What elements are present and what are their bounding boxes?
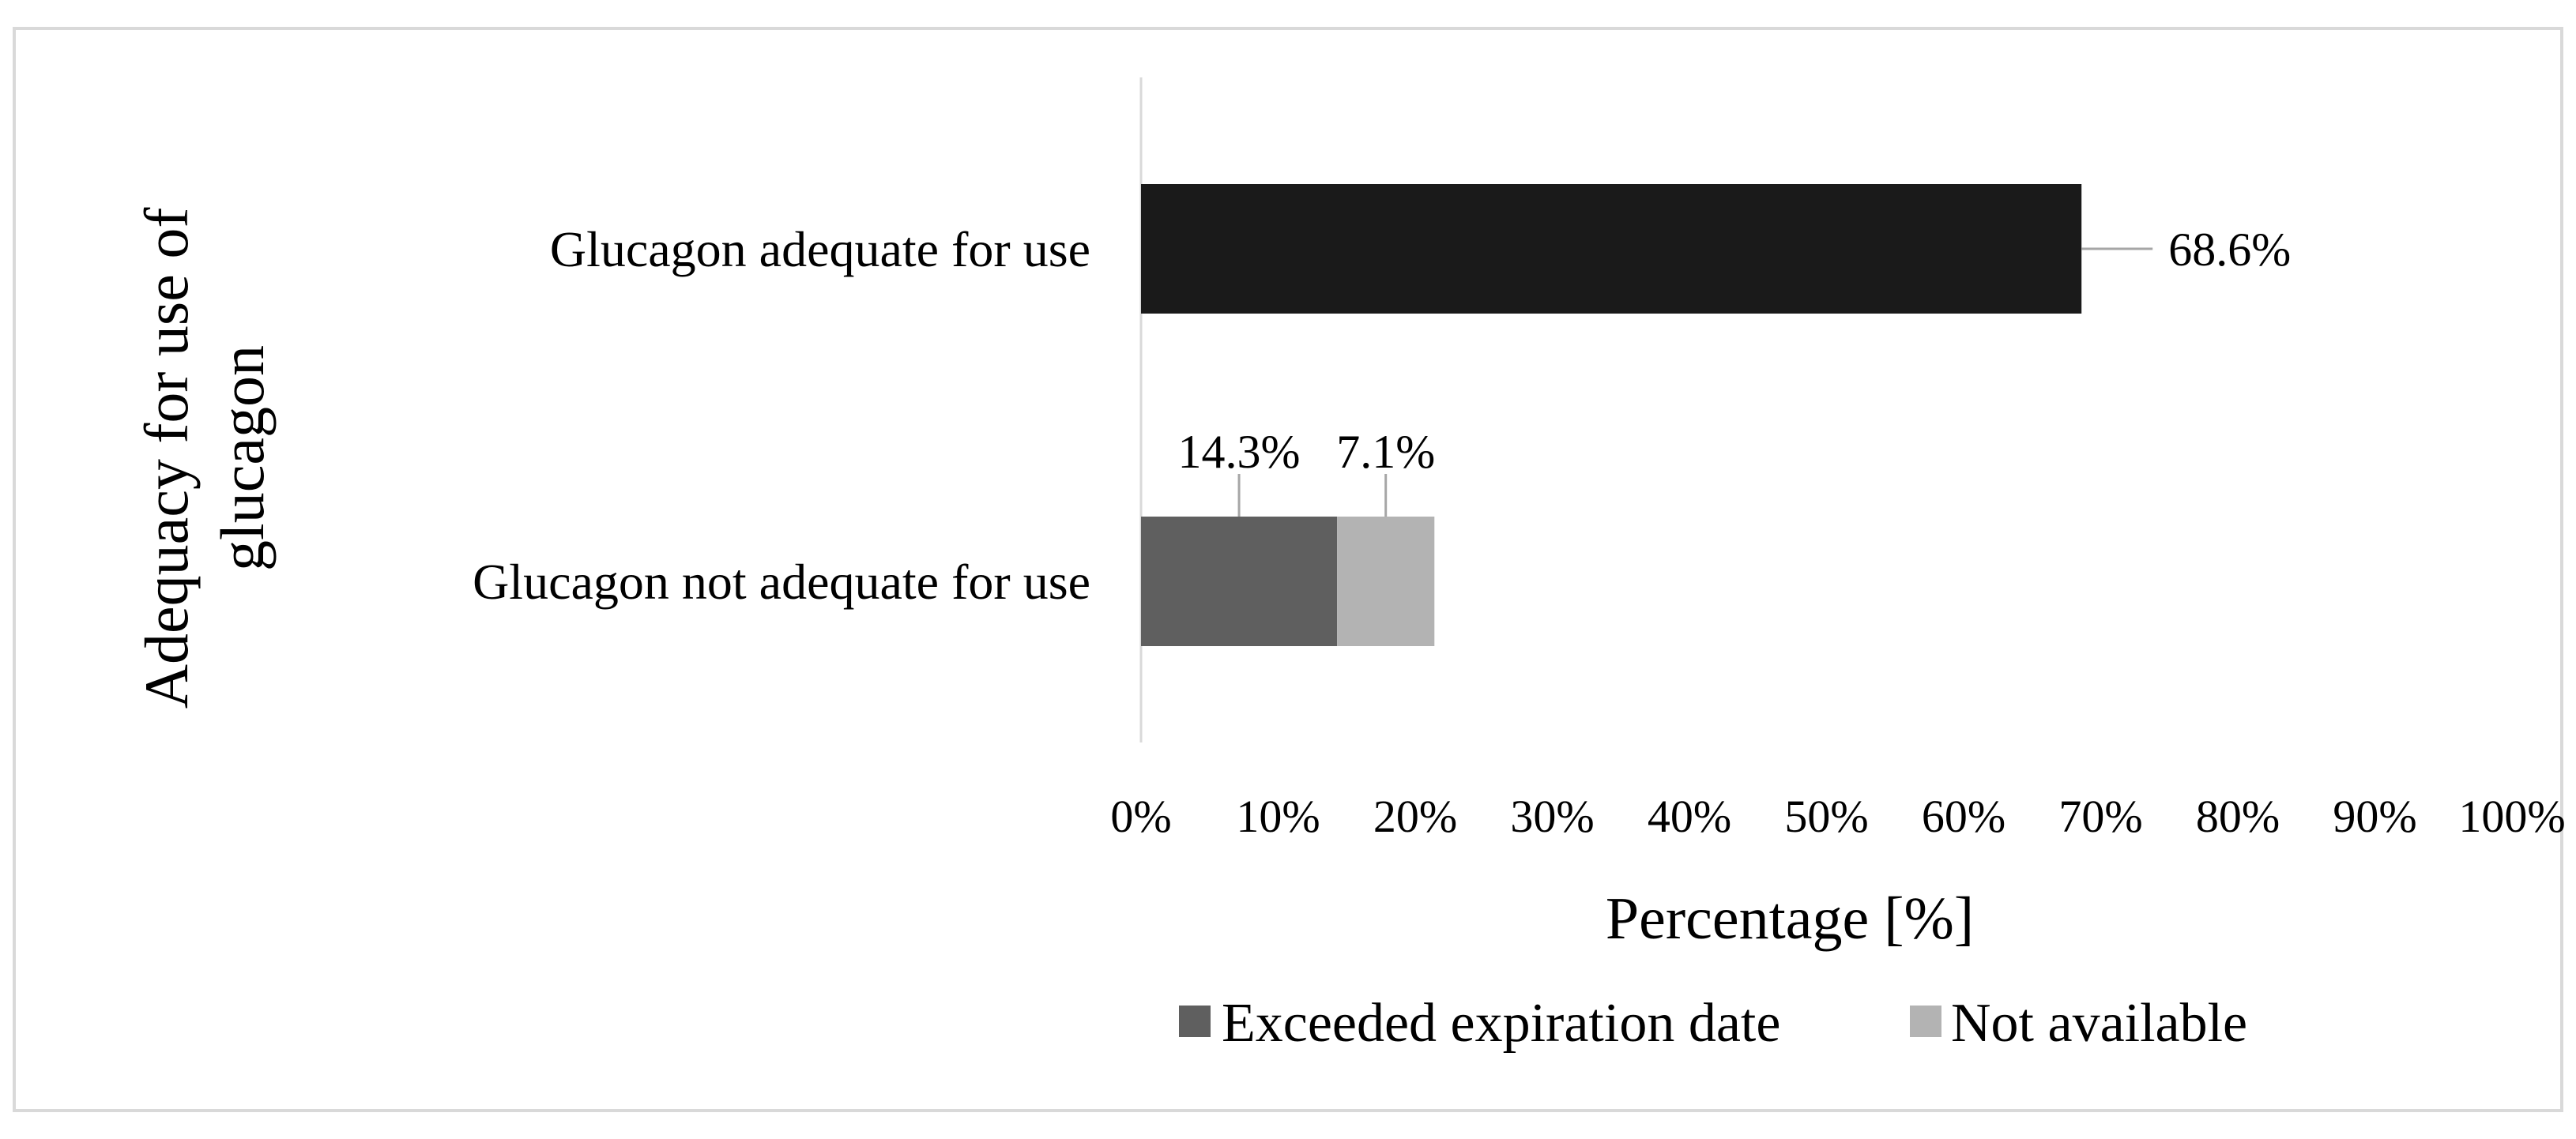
x-tick-label-80: 80%	[2196, 791, 2280, 842]
legend-swatch-not-available	[1910, 1006, 1941, 1037]
x-tick-label-30: 30%	[1510, 791, 1594, 842]
x-tick-labels: 0% 10% 20% 30% 40% 50% 60% 70% 80% 90% 100%	[1110, 791, 2565, 842]
bars	[1141, 184, 2082, 646]
x-tick-label-0: 0%	[1110, 791, 1171, 842]
legend-label-exceeded-expiration-date: Exceeded expiration date	[1222, 993, 1780, 1054]
x-tick-label-40: 40%	[1648, 791, 1731, 842]
y-axis-label-line-1: Adequacy for use of	[132, 208, 201, 709]
x-tick-label-50: 50%	[1784, 791, 1868, 842]
category-label-glucagon-not-adequate-for-use: Glucagon not adequate for use	[473, 554, 1090, 610]
legend: Exceeded expiration date Not available	[1179, 993, 2247, 1054]
data-label-glucagon-adequate-for-use: 68.6%	[2168, 224, 2291, 276]
data-label-glucagon-not-adequate-for-use-series-2: 7.1%	[1336, 426, 1435, 478]
bar-glucagon-not-adequate-for-use-series-1	[1141, 517, 1338, 646]
x-tick-label-20: 20%	[1373, 791, 1457, 842]
legend-swatch-exceeded-expiration-date	[1179, 1006, 1211, 1037]
x-tick-label-70: 70%	[2058, 791, 2142, 842]
x-tick-label-60: 60%	[1922, 791, 2005, 842]
legend-label-not-available: Not available	[1951, 993, 2247, 1054]
bar-glucagon-adequate-for-use-series-0	[1141, 184, 2082, 314]
y-axis-label: Adequacy for use of glucagon	[132, 208, 277, 709]
y-axis-label-line-2: glucagon	[208, 345, 277, 571]
category-labels: Glucagon adequate for use Glucagon not ad…	[473, 221, 1090, 610]
x-tick-label-10: 10%	[1236, 791, 1320, 842]
bar-glucagon-not-adequate-for-use-series-2	[1337, 517, 1435, 646]
x-axis-label: Percentage [%]	[1606, 885, 1974, 952]
x-tick-label-100: 100%	[2458, 791, 2565, 842]
category-label-glucagon-adequate-for-use: Glucagon adequate for use	[550, 221, 1090, 277]
data-labels: 68.6% 14.3% 7.1%	[1178, 224, 2292, 478]
data-label-glucagon-not-adequate-for-use-series-1: 14.3%	[1178, 426, 1301, 478]
leader-lines	[1237, 247, 2153, 517]
x-tick-label-90: 90%	[2333, 791, 2416, 842]
